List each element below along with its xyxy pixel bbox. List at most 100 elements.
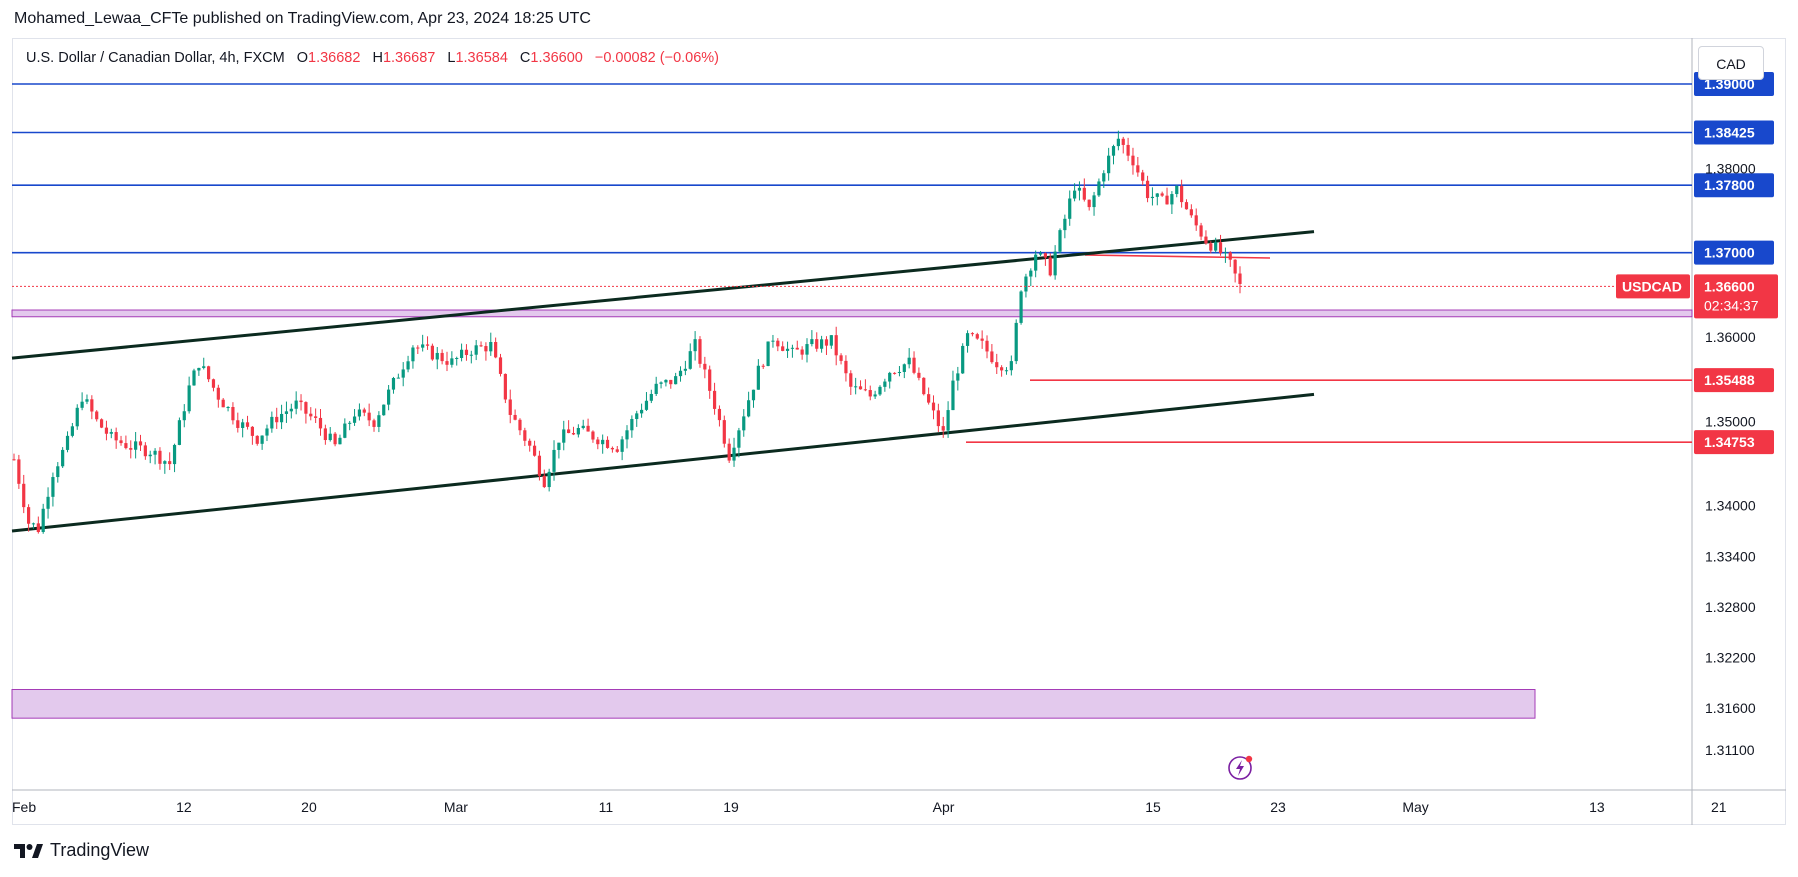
level-price-label-bg [1694,430,1774,455]
candle-body [547,471,551,488]
candle-body [450,358,454,365]
lightning-icon[interactable] [1227,753,1255,781]
time-tick-label: 19 [723,799,739,815]
candle-body [1223,252,1228,254]
candle-body [503,373,507,400]
candle-body [1058,230,1062,252]
legend-close-value: 1.36600 [530,50,583,66]
legend-change: −0.00082 (−0.06%) [594,50,720,66]
candle-body [129,448,133,450]
symbol-tag-bg [1616,274,1690,299]
candle-body [1141,172,1145,181]
level-price-label: 1.37000 [1704,245,1755,261]
candle-body [1111,146,1116,156]
candle-body [421,344,425,348]
candle-body [844,360,848,374]
candle-body [241,422,245,428]
support-zone[interactable] [11,309,1693,318]
price-tick-label: 1.35000 [1705,413,1756,429]
candle-body [1072,190,1077,199]
trendline-upper[interactable] [11,230,1315,360]
candle-body [1199,225,1203,237]
candle-body [829,335,833,346]
candle-body [1214,242,1218,251]
candle-body [688,351,692,369]
candle-body [357,409,362,417]
candle-body [664,379,668,383]
candle-body [591,431,595,440]
candle-body [182,411,186,421]
candle-body [1233,259,1237,274]
candle-body [455,357,459,359]
candle-body [927,394,931,403]
currency-button[interactable]: CAD [1698,46,1764,80]
candle-body [343,423,347,438]
candle-body [820,339,824,349]
candle-body [226,407,230,409]
legend-low-value: 1.36584 [455,50,508,66]
candle-body [168,461,172,465]
candle-body [31,523,36,525]
short-red-line[interactable] [1084,254,1271,259]
candle-body [717,408,722,421]
candle-body [377,415,381,427]
candle-body [732,447,736,461]
candle-body [1131,155,1135,166]
candle-body [304,402,308,414]
candle-body [610,447,615,450]
candle-body [1155,193,1159,197]
candle-body [61,449,65,467]
candle-body [902,364,906,372]
candle-body [654,383,658,394]
candle-body [411,347,415,362]
candle-body [1068,198,1072,219]
trendline-lower[interactable] [11,392,1315,533]
candle-body [790,347,795,349]
candle-body [338,437,342,445]
candle-body [878,386,882,395]
candle-body [124,443,128,449]
candle-body [51,477,55,497]
candle-body [508,399,512,415]
candle-body [567,429,571,434]
candle-body [416,347,420,349]
candle-body [255,435,259,444]
time-tick-label: 13 [1589,799,1605,815]
candle-body [1116,138,1120,147]
candle-body [907,357,911,365]
candle-body [474,345,478,355]
candle-body [1038,253,1043,255]
candle-body [708,369,712,391]
price-tick-label: 1.31100 [1705,742,1755,758]
candle-body [1092,195,1096,208]
candle-body [289,408,293,412]
candle-body [722,420,726,444]
candle-body [1150,196,1155,199]
candle-body [187,385,191,412]
time-tick-label: 11 [599,799,614,815]
time-tick-label: 21 [1711,799,1727,815]
candle-body [581,425,585,429]
candle-body [601,439,605,445]
candle-body [571,433,576,435]
candle-body [897,371,902,373]
candle-body [430,345,434,360]
candle-body [197,367,201,371]
price-tick-label: 1.33400 [1705,548,1756,564]
candle-body [1077,187,1082,191]
candle-body [1014,322,1018,362]
candle-body [1228,252,1232,260]
publisher-line: Mohamed_Lewaa_CFTe published on TradingV… [14,10,591,27]
support-zone[interactable] [11,688,1536,719]
candle-body [391,377,396,390]
candle-body [440,352,444,362]
price-tick-label: 1.38000 [1705,160,1756,176]
price-tick-label: 1.32200 [1705,649,1756,665]
candle-body [148,454,152,457]
candle-body [635,413,639,420]
candle-body [445,361,449,365]
bar-countdown: 02:34:37 [1704,297,1759,313]
level-price-label: 1.37800 [1704,177,1755,193]
candle-body [936,410,940,427]
